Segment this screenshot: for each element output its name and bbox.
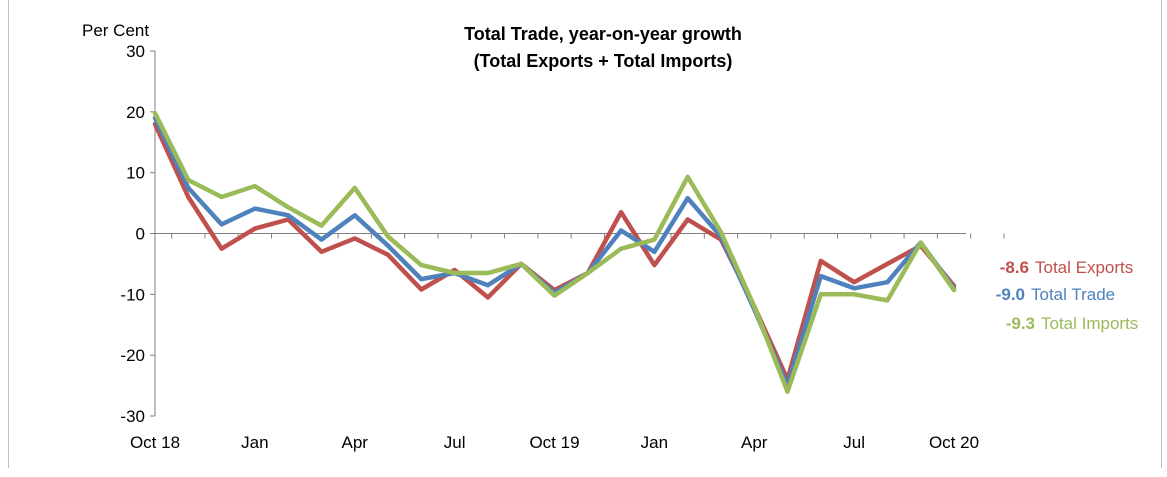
- end-labels: -8.6 Total Exports -9.0 Total Trade -9.3 Tota…: [996, 258, 1139, 333]
- y-tick-label: 20: [126, 103, 145, 122]
- axes: [150, 50, 1005, 417]
- chart-title-line-1: Total Trade, year-on-year growth: [464, 24, 742, 44]
- x-tick-label: Oct 20: [929, 433, 979, 452]
- y-tick-label: -30: [120, 407, 145, 426]
- end-series-name-label: Total Trade: [1031, 285, 1115, 304]
- end-series-name-label: Total Imports: [1041, 314, 1138, 333]
- y-tick-labels: -30 -20 -10 0 10 20 30: [120, 42, 145, 426]
- series-line-total-exports: [152, 121, 957, 382]
- end-value-label: -8.6: [1000, 258, 1029, 277]
- chart-title-line-2: (Total Exports + Total Imports): [474, 51, 733, 71]
- x-tick-label: Apr: [342, 433, 369, 452]
- x-tick-label: Oct 18: [130, 433, 180, 452]
- end-value-label: -9.0: [996, 285, 1025, 304]
- x-tick-label: Oct 19: [529, 433, 579, 452]
- x-tick-labels: Oct 18 Jan Apr Jul Oct 19 Jan Apr Jul Oct 20: [130, 433, 979, 452]
- y-axis-unit-label: Per Cent: [82, 21, 149, 40]
- x-tick-label: Jul: [444, 433, 466, 452]
- x-tick-label: Jan: [241, 433, 268, 452]
- end-value-label: -9.3: [1006, 314, 1035, 333]
- end-series-name-label: Total Exports: [1035, 258, 1133, 277]
- chart-frame: Total Trade, year-on-year growth (Total …: [8, 0, 1162, 468]
- series-line-total-trade: [152, 115, 957, 388]
- series-line-total-imports: [152, 110, 957, 394]
- y-tick-label: 30: [126, 42, 145, 61]
- line-chart: Total Trade, year-on-year growth (Total …: [82, 21, 1139, 452]
- y-tick-label: -20: [120, 346, 145, 365]
- x-tick-label: Jul: [843, 433, 865, 452]
- y-tick-label: 0: [136, 225, 145, 244]
- x-tick-label: Apr: [741, 433, 768, 452]
- x-tick-label: Jan: [641, 433, 668, 452]
- series-lines: [152, 110, 957, 394]
- y-tick-label: 10: [126, 164, 145, 183]
- y-tick-label: -10: [120, 285, 145, 304]
